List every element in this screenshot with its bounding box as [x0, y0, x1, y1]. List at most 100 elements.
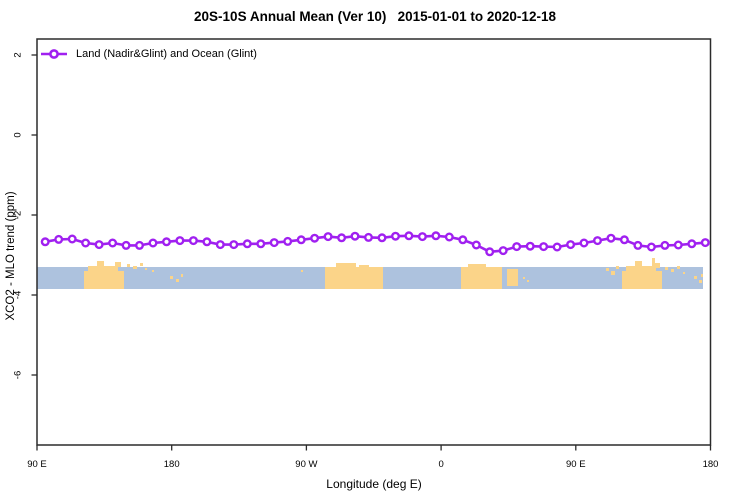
- data-point: [539, 242, 549, 252]
- data-point: [94, 240, 104, 250]
- map-band-land: [97, 261, 104, 267]
- data-point: [229, 240, 239, 250]
- data-point: [323, 232, 333, 242]
- map-band-land: [523, 277, 525, 279]
- data-point: [337, 233, 347, 243]
- map-band-land: [88, 266, 118, 272]
- data-point: [215, 240, 225, 250]
- data-point: [498, 246, 508, 256]
- x-tick-label: 180: [164, 459, 180, 470]
- map-band-land: [616, 266, 619, 269]
- data-point: [646, 242, 656, 252]
- x-tick-label: 90 E: [27, 459, 47, 470]
- data-point: [269, 238, 279, 248]
- map-band-land: [694, 276, 697, 279]
- map-band-land: [468, 264, 486, 267]
- map-band-land: [654, 263, 660, 268]
- map-band-land: [145, 268, 147, 270]
- chart-title: 20S-10S Annual Mean (Ver 10) 2015-01-01 …: [194, 9, 556, 24]
- x-axis-title: Longitude (deg E): [326, 477, 422, 491]
- map-band-land: [611, 271, 615, 275]
- data-point: [673, 240, 683, 250]
- map-band-land: [683, 272, 685, 274]
- data-point: [619, 235, 629, 245]
- data-point: [593, 236, 603, 246]
- data-point: [606, 233, 616, 243]
- map-band-land: [622, 271, 662, 289]
- data-line: [44, 234, 706, 254]
- data-point: [40, 237, 50, 247]
- data-point: [391, 231, 401, 241]
- map-band-land: [127, 264, 130, 267]
- data-point: [134, 240, 144, 250]
- map-band-land: [152, 270, 154, 272]
- map-band-land: [336, 263, 356, 267]
- map-band-land: [665, 267, 668, 270]
- data-point: [202, 237, 212, 247]
- map-band-land: [181, 274, 183, 277]
- map-band-land: [301, 270, 303, 272]
- data-point: [444, 232, 454, 242]
- map-band-land: [84, 271, 124, 289]
- data-point: [525, 241, 535, 251]
- map-band-land: [701, 274, 703, 277]
- y-tick-label: 2: [13, 52, 24, 57]
- map-band-land: [677, 266, 680, 269]
- x-tick-label: 180: [703, 459, 719, 470]
- data-point: [377, 233, 387, 243]
- data-point: [485, 247, 495, 257]
- y-axis-title: XCO2 - MLO trend (ppm): [5, 191, 17, 321]
- data-point: [310, 233, 320, 243]
- map-band-land: [652, 258, 655, 268]
- data-point: [364, 232, 374, 242]
- map-band-land: [507, 269, 518, 286]
- data-point: [108, 238, 118, 248]
- x-tick-label: 90 W: [295, 459, 317, 470]
- map-band-land: [527, 280, 529, 282]
- x-tick-label: 90 E: [566, 459, 586, 470]
- data-point: [566, 240, 576, 250]
- data-point: [175, 236, 185, 246]
- data-point: [148, 238, 158, 248]
- data-point: [687, 239, 697, 249]
- legend-marker-circle: [49, 49, 59, 59]
- data-point: [188, 236, 198, 246]
- data-point: [242, 239, 252, 249]
- data-point: [161, 237, 171, 247]
- map-band-land: [359, 265, 369, 267]
- plot-box: [36, 38, 712, 446]
- data-point: [579, 238, 589, 248]
- map-band-land: [671, 269, 674, 272]
- map-band-land: [115, 262, 121, 267]
- map-band-land: [626, 266, 656, 272]
- data-point: [633, 240, 643, 250]
- map-band-land: [635, 261, 642, 267]
- map-band-land: [325, 267, 383, 289]
- data-point: [121, 240, 131, 250]
- data-point: [512, 242, 522, 252]
- data-point: [283, 236, 293, 246]
- data-point: [404, 231, 414, 241]
- data-point: [431, 231, 441, 241]
- data-point: [458, 235, 468, 245]
- map-band-land: [606, 268, 609, 271]
- map-band-land: [170, 276, 173, 279]
- data-point: [350, 231, 360, 241]
- y-tick-label: -4: [13, 291, 24, 299]
- data-point: [552, 242, 562, 252]
- map-band-land: [140, 263, 143, 266]
- map-band-land: [699, 280, 702, 283]
- x-tick-label: 0: [438, 459, 443, 470]
- legend-label: Land (Nadir&Glint) and Ocean (Glint): [76, 48, 257, 60]
- data-point: [81, 238, 91, 248]
- data-point: [417, 232, 427, 242]
- map-band-land: [461, 267, 502, 289]
- data-point: [54, 234, 64, 244]
- data-point: [296, 235, 306, 245]
- y-tick-label: -2: [13, 211, 24, 219]
- data-point: [256, 239, 266, 249]
- map-band-land: [133, 266, 137, 269]
- y-tick-label: -6: [13, 371, 24, 379]
- data-point: [700, 238, 710, 248]
